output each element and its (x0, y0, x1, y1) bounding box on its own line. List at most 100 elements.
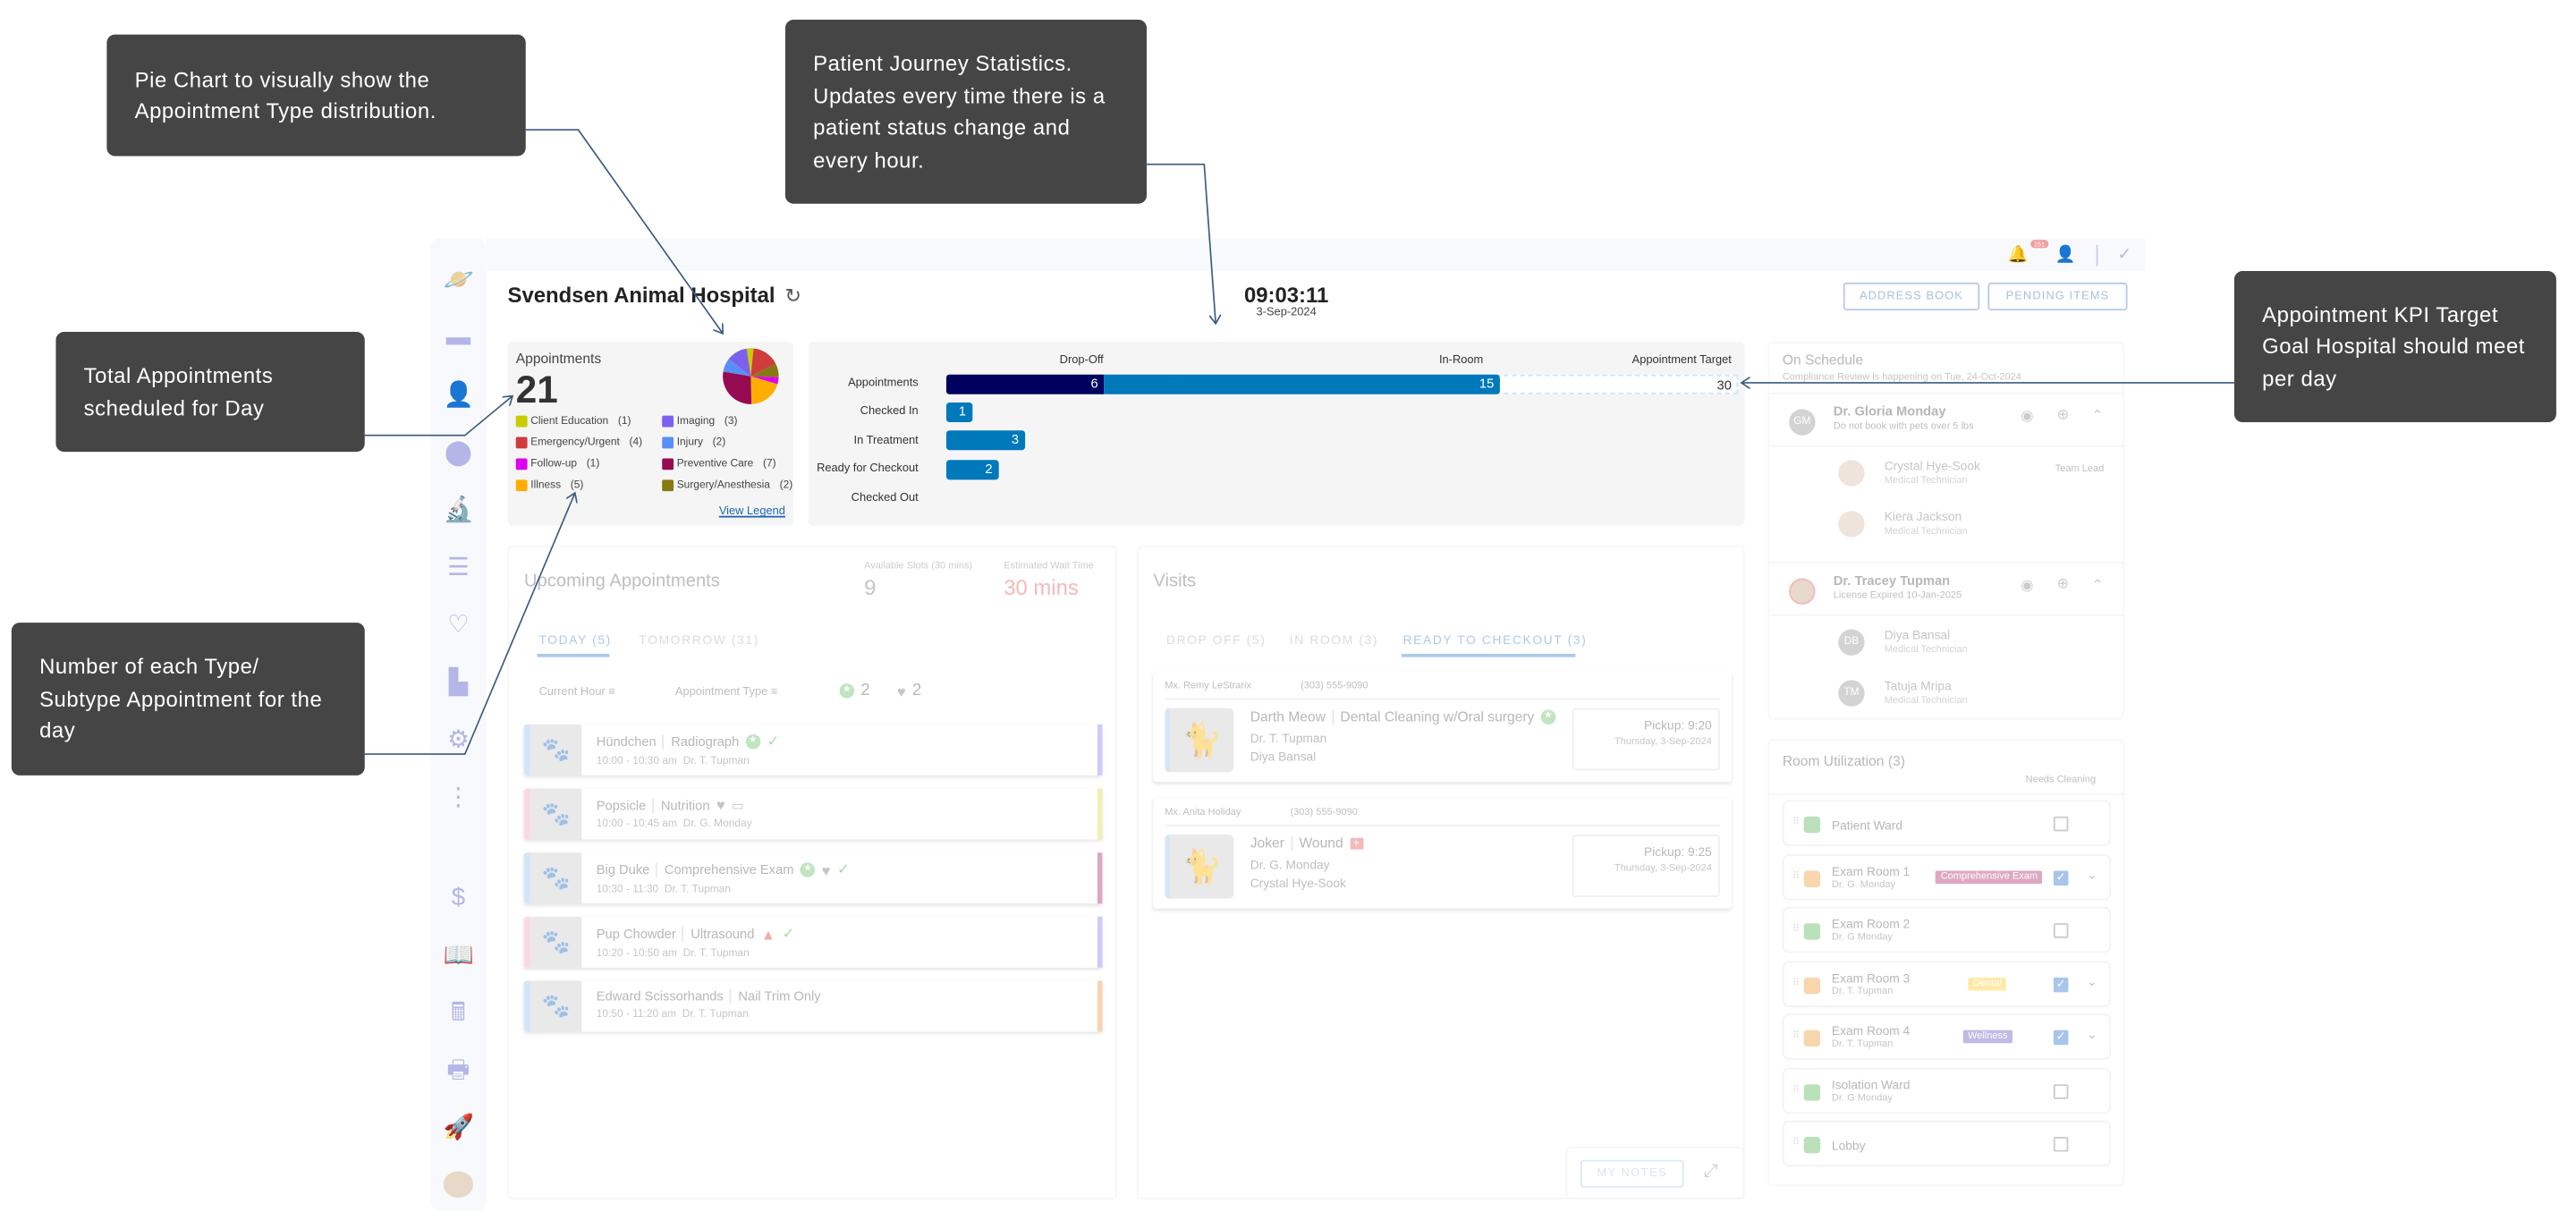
legend-swatch (662, 415, 674, 428)
annotation-pie-chart: Pie Chart to visually show the Appointme… (106, 34, 526, 157)
chevron-down-icon[interactable]: ⌄ (2086, 1026, 2097, 1042)
rocket-icon[interactable]: 🚀 (443, 1114, 475, 1143)
register-icon[interactable]: 🖩 (451, 999, 466, 1028)
legend-swatch (662, 437, 674, 449)
bar-ready-for-checkout: 2 (945, 460, 999, 480)
add-circle-icon[interactable]: ⊕ (2056, 405, 2070, 423)
room-row[interactable]: ⠿ Patient Ward (1782, 800, 2112, 846)
room-row[interactable]: ⠿ Exam Room 1 Dr. G. Monday Comprehensive E… (1782, 853, 2112, 900)
drag-handle-icon[interactable]: ⠿ (1792, 1031, 1800, 1042)
room-row[interactable]: ⠿ Isolation Ward Dr. G Monday (1782, 1066, 2112, 1114)
drag-handle-icon[interactable]: ⠿ (1792, 1085, 1800, 1096)
type-stripe (1097, 724, 1103, 776)
room-row[interactable]: ⠿ Exam Room 4 Dr. T. Tupman Wellness ✓ ⌄ (1782, 1013, 2112, 1060)
chevron-up-icon[interactable]: ⌃ (2091, 407, 2104, 424)
chevron-down-icon[interactable]: ⌄ (2086, 866, 2097, 882)
needs-cleaning-checkbox[interactable]: ✓ (2053, 976, 2069, 992)
active-tab-indicator (1401, 654, 1576, 657)
bell-icon[interactable]: 🔔 (2007, 246, 2029, 265)
room-status-indicator (1803, 976, 1821, 994)
avatar[interactable] (443, 1172, 473, 1198)
bar-checked-in: 1 (945, 402, 973, 423)
drop-off-header: Drop-Off (1059, 354, 1104, 367)
current-hour-filter[interactable]: Current Hour ≡ (538, 687, 614, 699)
billing-icon[interactable]: $ (451, 884, 466, 913)
eye-icon[interactable]: ◉ (2021, 407, 2034, 424)
legend-count: (5) (570, 479, 584, 492)
tab-tomorrow[interactable]: TOMORROW (31) (639, 632, 759, 648)
drag-handle-icon[interactable]: ⠿ (1792, 1138, 1800, 1148)
tab-today[interactable]: TODAY (5) (538, 632, 612, 648)
expand-icon[interactable]: ⤢ (1703, 1161, 1718, 1182)
appointment-card[interactable]: 🐾 Big Duke Comprehensive Exam ★ ♥ ✓ 10:30 - 11… (523, 852, 1103, 904)
report-icon[interactable]: ▙ (448, 667, 469, 696)
user-location-icon[interactable]: 👤 (2055, 246, 2076, 265)
room-utilization-panel: Room Utilization (3) Needs Cleaning ⠿ Pat… (1767, 739, 2126, 1187)
view-legend-link[interactable]: View Legend (718, 505, 785, 518)
logo-icon[interactable]: 🪐 (443, 265, 475, 293)
room-name: Exam Room 3 (1831, 970, 1911, 986)
eye-icon[interactable]: ◉ (2021, 576, 2034, 594)
drag-handle-icon[interactable]: ⠿ (1792, 978, 1800, 988)
pending-items-button[interactable]: PENDING ITEMS (1987, 282, 2128, 311)
legend-swatch (515, 479, 528, 492)
room-row[interactable]: ⠿ Exam Room 3 Dr. T. Tupman Dental ✓ ⌄ (1782, 960, 2112, 1006)
room-appointment-tag: Dental (1968, 976, 2007, 990)
needs-cleaning-checkbox[interactable] (2053, 923, 2069, 938)
needs-cleaning-checkbox[interactable] (2053, 816, 2069, 832)
legend-label: Illness (530, 479, 562, 492)
legend-item: Surgery/Anesthesia (2) (662, 479, 792, 492)
appointment-card[interactable]: 🐾 Edward Scissorhands Nail Trim Only 10:50 … (523, 980, 1103, 1032)
appointment-card[interactable]: 🐾 Popsicle Nutrition ♥ ▭ 10:00 - 10:45 am Dr.… (523, 788, 1103, 840)
doctor: Dr. G. Monday (1250, 857, 1330, 873)
legend-swatch (515, 437, 528, 449)
chevron-up-icon[interactable]: ⌃ (2091, 576, 2104, 594)
book-icon[interactable]: 📖 (443, 942, 475, 970)
calendar-icon[interactable]: ▬ (445, 322, 471, 352)
user-add-icon[interactable]: 👤 (443, 380, 475, 409)
list-icon[interactable]: ☰ (447, 553, 470, 581)
add-circle-icon[interactable]: ⊕ (2056, 574, 2070, 592)
needs-cleaning-checkbox[interactable]: ✓ (2053, 869, 2069, 886)
printer-icon[interactable]: 🖶 (446, 1056, 470, 1085)
room-row[interactable]: ⠿ Exam Room 2 Dr. G Monday (1782, 906, 2112, 954)
pie-slice-emergency-urgent (750, 348, 776, 377)
compass-icon[interactable]: ⬤ (444, 437, 472, 466)
pie-slice-injury (723, 359, 751, 377)
appointment-type-filter[interactable]: Appointment Type ≡ (675, 687, 778, 699)
legend-count: (4) (629, 437, 643, 449)
room-row[interactable]: ⠿ Lobby (1782, 1120, 2112, 1167)
drag-handle-icon[interactable]: ⠿ (1792, 925, 1800, 936)
pie-slice-surgery-anesthesia (750, 363, 779, 377)
slots-label: Available Slots (30 mins) (864, 562, 973, 572)
heart-icon[interactable]: ♡ (447, 610, 470, 639)
legend-label: Follow-up (530, 458, 578, 470)
refresh-icon[interactable]: ↻ (784, 283, 802, 307)
drag-handle-icon[interactable]: ⠿ (1792, 818, 1800, 828)
appointment-card[interactable]: 🐾 Hündchen Radiograph ★ ✓ 10:00 - 10:30 am Dr… (523, 724, 1103, 776)
drag-handle-icon[interactable]: ⠿ (1792, 871, 1800, 882)
filter-icon: ≡ (770, 686, 778, 699)
pet-photo: 🐾 (530, 788, 582, 840)
bar-in-treatment: 3 (945, 430, 1026, 451)
tab-in-room[interactable]: IN ROOM (3) (1289, 632, 1379, 648)
my-notes-button[interactable]: MY NOTES (1580, 1159, 1684, 1188)
check-circle-icon[interactable]: ✓ (2117, 246, 2131, 265)
more-icon[interactable]: ⋮ (445, 783, 471, 811)
tab-ready-to-checkout[interactable]: READY TO CHECKOUT (3) (1402, 632, 1588, 648)
tab-drop-off[interactable]: DROP OFF (5) (1166, 632, 1267, 648)
visit-card[interactable]: Mx. Remy LeStrarix (303) 555-9090 🐈 Darth M… (1153, 672, 1732, 783)
room-status-indicator (1803, 869, 1821, 886)
visit-card[interactable]: Mx. Anita Holiday (303) 555-9090 🐈 Joker Wou… (1153, 798, 1732, 909)
needs-cleaning-checkbox[interactable] (2053, 1136, 2069, 1152)
address-book-button[interactable]: ADDRESS BOOK (1843, 282, 1980, 311)
gear-icon[interactable]: ⚙ (447, 725, 470, 754)
heart-icon: ♥ (716, 796, 725, 814)
appointment-card[interactable]: 🐾 Pup Chowder Ultrasound ▲ ✓ 10:20 - 10:50 am… (523, 916, 1103, 968)
needs-cleaning-checkbox[interactable]: ✓ (2053, 1030, 2069, 1046)
needs-cleaning-checkbox[interactable] (2053, 1083, 2069, 1098)
status-stripe (523, 852, 531, 904)
appointment-type: Ultrasound (691, 926, 755, 942)
chevron-down-icon[interactable]: ⌄ (2086, 973, 2097, 988)
microscope-icon[interactable]: 🔬 (443, 495, 475, 523)
